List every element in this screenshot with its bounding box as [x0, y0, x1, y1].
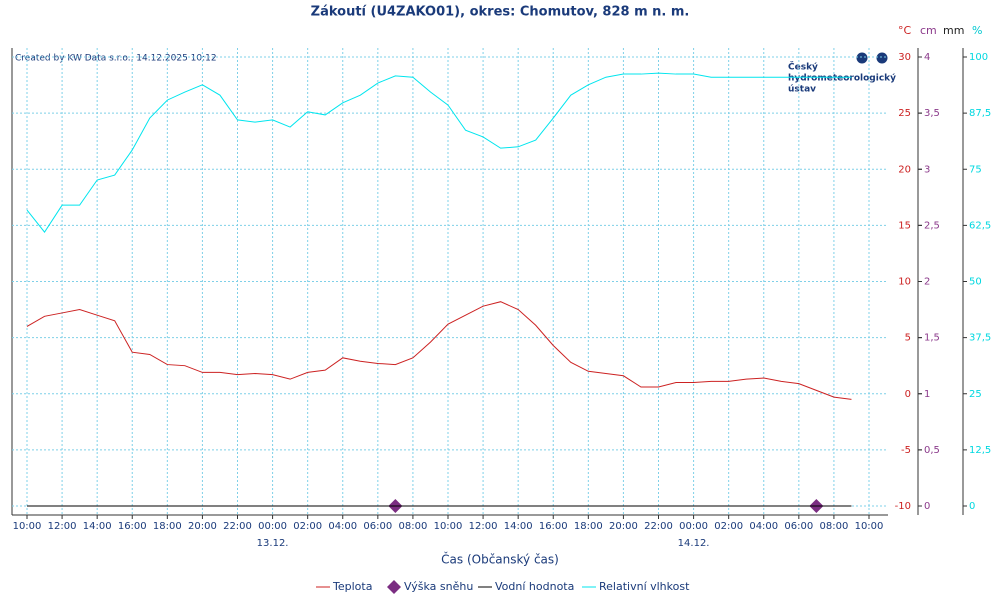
- legend-label: Výška sněhu: [404, 580, 473, 593]
- y-tick-label: -5: [901, 445, 911, 456]
- y-tick-label: 15: [898, 220, 911, 231]
- x-tick-label: 04:00: [328, 521, 357, 532]
- x-tick-label: 04:00: [749, 521, 778, 532]
- x-tick-label: 02:00: [714, 521, 743, 532]
- x-tick-label: 00:00: [258, 521, 287, 532]
- logo-text: ústav: [788, 85, 816, 95]
- credit: Created by KW Data s.r.o., 14.12.2025 10…: [15, 54, 217, 64]
- x-tick-label: 08:00: [399, 521, 428, 532]
- x-tick-label: 10:00: [13, 521, 42, 532]
- x-axis-label: Čas (Občanský čas): [441, 552, 559, 567]
- y-tick-label: 20: [898, 164, 911, 175]
- legend-label: Vodní hodnota: [495, 580, 574, 593]
- x-tick-label: 18:00: [574, 521, 603, 532]
- y-tick-label: 0,5: [924, 445, 940, 456]
- x-tick-label: 22:00: [223, 521, 252, 532]
- y-tick-label: 10: [898, 277, 911, 288]
- axis-unit: mm: [943, 24, 964, 37]
- x-tick-label: 06:00: [784, 521, 813, 532]
- logo-mark: [876, 52, 888, 64]
- y-tick-label: 3: [924, 164, 930, 175]
- date-label: 13.12.: [257, 538, 289, 549]
- x-tick-label: 16:00: [539, 521, 568, 532]
- x-tick-label: 20:00: [188, 521, 217, 532]
- x-tick-label: 18:00: [153, 521, 182, 532]
- y-tick-label: 25: [898, 108, 911, 119]
- y-tick-label: 5: [905, 333, 911, 344]
- logo-text: Český: [788, 61, 818, 73]
- y-tick-label: 2,5: [924, 220, 940, 231]
- x-tick-label: 02:00: [293, 521, 322, 532]
- x-tick-label: 22:00: [644, 521, 673, 532]
- series-line: [26, 72, 852, 233]
- y-tick-label: 100: [969, 52, 988, 63]
- y-tick-label: 2: [924, 277, 930, 288]
- series-line: [26, 301, 852, 400]
- y-tick-label: 75: [969, 164, 982, 175]
- x-tick-label: 10:00: [434, 521, 463, 532]
- axis-unit: %: [972, 24, 982, 37]
- y-tick-label: 0: [924, 501, 930, 512]
- chart-title: Zákoutí (U4ZAKO01), okres: Chomutov, 828…: [311, 5, 690, 20]
- x-tick-label: 08:00: [820, 521, 849, 532]
- x-tick-label: 00:00: [679, 521, 708, 532]
- y-tick-label: 4: [924, 52, 930, 63]
- x-tick-label: 20:00: [609, 521, 638, 532]
- x-tick-label: 14:00: [83, 521, 112, 532]
- x-tick-label: 06:00: [363, 521, 392, 532]
- axis-unit: cm: [920, 24, 937, 37]
- legend-label: Relativní vlhkost: [599, 580, 690, 593]
- legend-label: Teplota: [332, 580, 372, 593]
- axis-unit: °C: [898, 24, 912, 37]
- x-tick-label: 10:00: [855, 521, 884, 532]
- x-tick-label: 12:00: [469, 521, 498, 532]
- y-tick-label: 62,5: [969, 220, 991, 231]
- y-tick-label: 0: [969, 501, 975, 512]
- y-tick-label: 0: [905, 389, 911, 400]
- y-tick-label: -10: [895, 501, 911, 512]
- y-tick-label: 3,5: [924, 108, 940, 119]
- y-tick-label: 37,5: [969, 333, 991, 344]
- x-tick-label: 16:00: [118, 521, 147, 532]
- y-tick-label: 25: [969, 389, 982, 400]
- logo-text: hydrometeorologický: [788, 74, 896, 84]
- x-tick-label: 12:00: [48, 521, 77, 532]
- x-tick-label: 14:00: [504, 521, 533, 532]
- y-tick-label: 50: [969, 277, 982, 288]
- y-tick-label: 1,5: [924, 333, 940, 344]
- y-tick-label: 30: [898, 52, 911, 63]
- y-tick-label: 87,5: [969, 108, 991, 119]
- date-label: 14.12.: [678, 538, 710, 549]
- y-tick-label: 1: [924, 389, 930, 400]
- logo-mark: [856, 52, 868, 64]
- y-tick-label: 12,5: [969, 445, 991, 456]
- legend-swatch: [387, 580, 401, 594]
